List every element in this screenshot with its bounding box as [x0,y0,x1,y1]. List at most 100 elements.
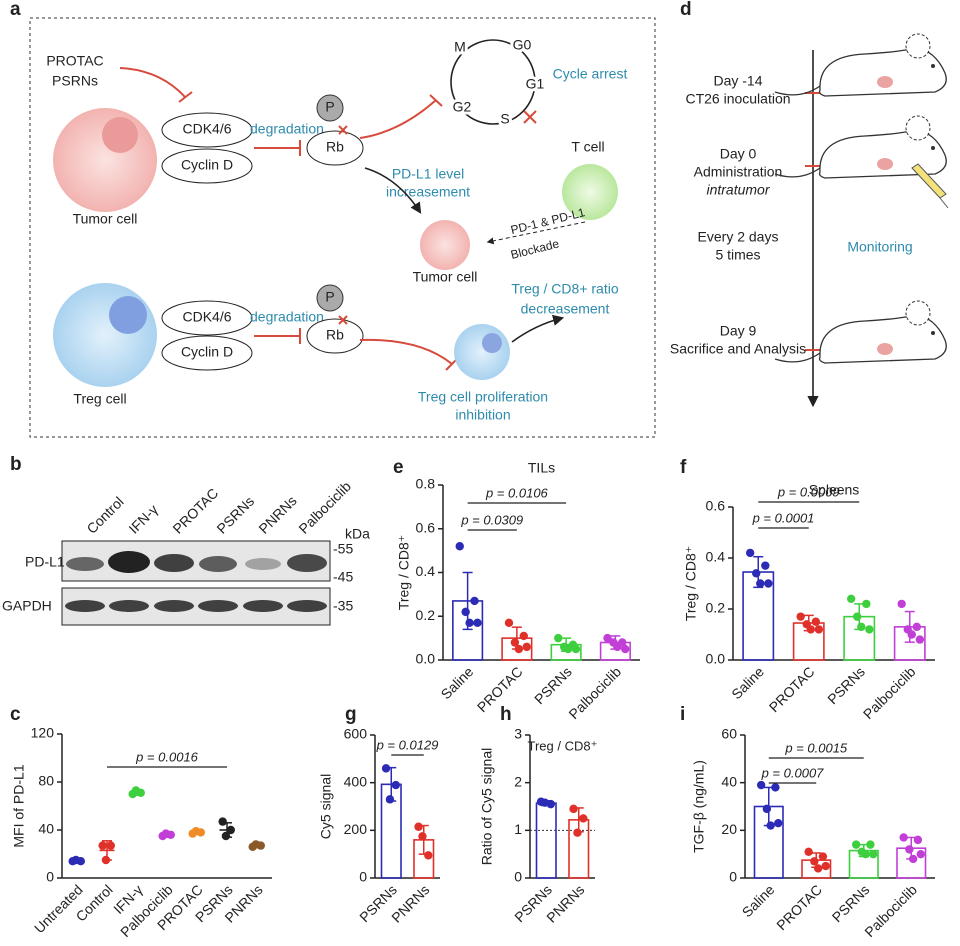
p-value: p = 0.0007 [761,765,825,780]
data-point [752,569,761,578]
data-point [818,852,828,861]
phospho-label: P [325,99,334,115]
event-text: intratumor [706,182,770,198]
effect: decreasement [521,301,610,317]
y-axis-label: Treg / CD8⁺ [683,546,699,621]
y-tick-label: 0 [514,869,522,885]
y-tick-label: 0 [46,869,54,885]
complex [161,112,253,148]
rb-label: Rb [326,327,344,343]
data-point [131,786,141,795]
p-value: p = 0.0015 [784,740,848,755]
cell-label: Tumor cell [413,269,478,285]
data-point [381,764,391,773]
bar [535,802,557,879]
data-point [221,831,231,841]
data-point [869,849,878,859]
panel-a: a PROTAC PSRNs Tumor cell CDK4/6 Cyclin … [10,0,656,438]
data-point [461,607,470,617]
data-point [71,855,81,865]
y-tick-label: 0.2 [706,600,726,616]
data-point [418,832,427,841]
data-point [756,780,766,790]
data-point [761,561,770,570]
lane-label: IFN-γ [125,501,161,537]
data-point [846,594,856,603]
phase: G0 [513,37,532,53]
marker: -45 [333,569,353,585]
data-point [424,851,433,860]
chart-title: TILs [528,460,555,476]
lane-label: PROTAC [169,485,221,537]
data-point [621,644,630,654]
rb [306,130,364,166]
dashed-frame [29,17,656,438]
effect: Treg / CD8+ ratio [511,281,618,297]
row-label: PD-L1 [25,554,65,570]
panel-letter: d [680,0,692,20]
syringe [911,163,949,209]
p-value: p = 0.0106 [485,485,549,500]
blockade-label: Blockade [509,236,561,262]
data-point [866,840,875,849]
blot [61,587,331,626]
complex-label: Cyclin D [181,157,233,173]
phase: G2 [453,99,472,115]
y-tick-label: 0.0 [706,651,726,667]
panel-d: d Day -14 CT26 inoculation Day 0 Adminis… [670,0,949,408]
data-point [912,622,922,632]
data-point [821,861,830,871]
y-tick-label: 0.2 [416,607,436,623]
process-label: degradation [250,121,324,137]
data-point [514,644,524,654]
inhibit-arrow [359,99,437,139]
tumor-cell [420,220,470,270]
cell-cycle [450,39,536,125]
y-tick-label: 1 [514,821,522,837]
chart-title: Spleens [809,482,860,498]
y-tick-label: 60 [721,726,737,742]
phase: M [454,39,466,55]
data-point [573,828,582,837]
lane-label: PNRNs [255,492,299,536]
data-point [226,825,235,835]
y-axis-label: Treg / CD8⁺ [396,535,412,610]
data-point [554,633,563,643]
y-tick-label: 0 [359,869,367,885]
data-point [796,612,805,621]
phospho [316,284,344,312]
data-point [762,804,772,814]
p-value: p = 0.0001 [752,510,815,525]
data-point [540,798,550,807]
marker: -35 [333,598,353,614]
mouse [774,33,947,97]
panel-letter: b [10,454,22,475]
x-tick-label: PSRNs [824,663,868,707]
data-point [745,548,755,558]
nucleus [102,117,138,153]
data-point [756,579,765,588]
event-day: Every 2 days [698,229,779,245]
tumor-cell [53,108,157,212]
treg-cell [53,283,157,387]
data-point [603,633,612,643]
phospho [316,94,344,122]
data-point [191,827,201,836]
event-day: Day -14 [713,73,762,89]
cell-label: Tumor cell [73,211,138,227]
complex [161,300,253,336]
data-point [455,542,464,551]
data-point [522,642,531,652]
data-point [414,822,423,831]
y-tick-label: 200 [344,821,368,837]
event-text: CT26 inoculation [685,91,790,107]
p-value: p = 0.0009 [777,484,840,499]
treg-cell [454,324,510,380]
panel-letter: c [10,704,21,725]
data-point [811,617,821,626]
data-point [813,864,823,873]
data-point [473,618,482,628]
inhibit-bar [429,94,443,107]
data-point [504,618,514,628]
